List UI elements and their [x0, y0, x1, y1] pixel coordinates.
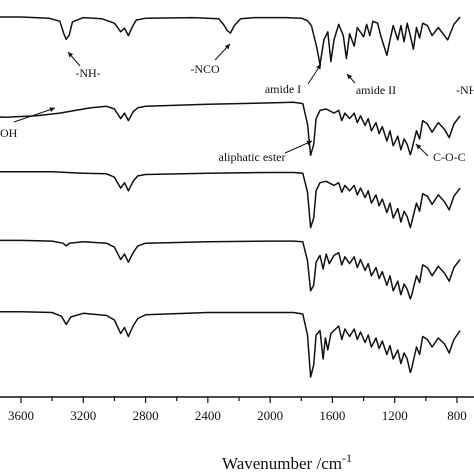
- x-axis-label-exponent: -1: [342, 451, 352, 465]
- x-tick-label: 2800: [133, 408, 159, 423]
- annotation-label: -NCO: [190, 62, 220, 76]
- annotation-arrowhead: [224, 44, 230, 50]
- annotations: -NH- -NCO amide I amide II -NH OH aliphatic es…: [0, 43, 474, 164]
- x-tick-label: 2400: [195, 408, 221, 423]
- spectrum-line-2: [0, 101, 461, 157]
- annotation-arrowhead: [347, 74, 353, 80]
- spectrum-line-4: [0, 239, 461, 300]
- x-axis-label-main: Wavenumber /cm: [222, 454, 342, 473]
- spectrum-line-1: [0, 16, 461, 66]
- x-ticks: 3600 3200 2800 2400 2000 1600 1200 800: [8, 397, 467, 423]
- annotation-arrowhead: [68, 52, 74, 58]
- x-tick-label: 1200: [382, 408, 408, 423]
- spectra-group: [0, 16, 461, 378]
- annotation-label: aliphatic ester: [219, 150, 286, 164]
- annotation-arrowhead: [306, 140, 312, 146]
- annotation-arrowhead: [416, 144, 422, 150]
- annotation-arrow: [13, 107, 56, 123]
- annotation-label: OH: [0, 126, 18, 140]
- x-tick-label: 800: [447, 408, 467, 423]
- annotation-label: C-O-C: [433, 150, 466, 164]
- annotation-arrowhead: [49, 107, 55, 112]
- x-axis: 3600 3200 2800 2400 2000 1600 1200 800: [0, 396, 474, 423]
- annotation-label: amide I: [265, 82, 301, 96]
- x-tick-label: 3200: [70, 408, 96, 423]
- annotation-label: -NH-: [75, 66, 100, 80]
- x-tick-label: 2000: [257, 408, 283, 423]
- spectrum-line-3: [0, 171, 461, 229]
- x-axis-label: Wavenumber /cm-1: [222, 451, 352, 473]
- annotation-label: amide II: [356, 83, 396, 97]
- annotation-arrowhead: [316, 64, 321, 70]
- x-tick-label: 3600: [8, 408, 34, 423]
- spectrum-line-5: [0, 311, 461, 378]
- x-tick-label: 1600: [319, 408, 345, 423]
- annotation-label: -NH: [456, 83, 474, 97]
